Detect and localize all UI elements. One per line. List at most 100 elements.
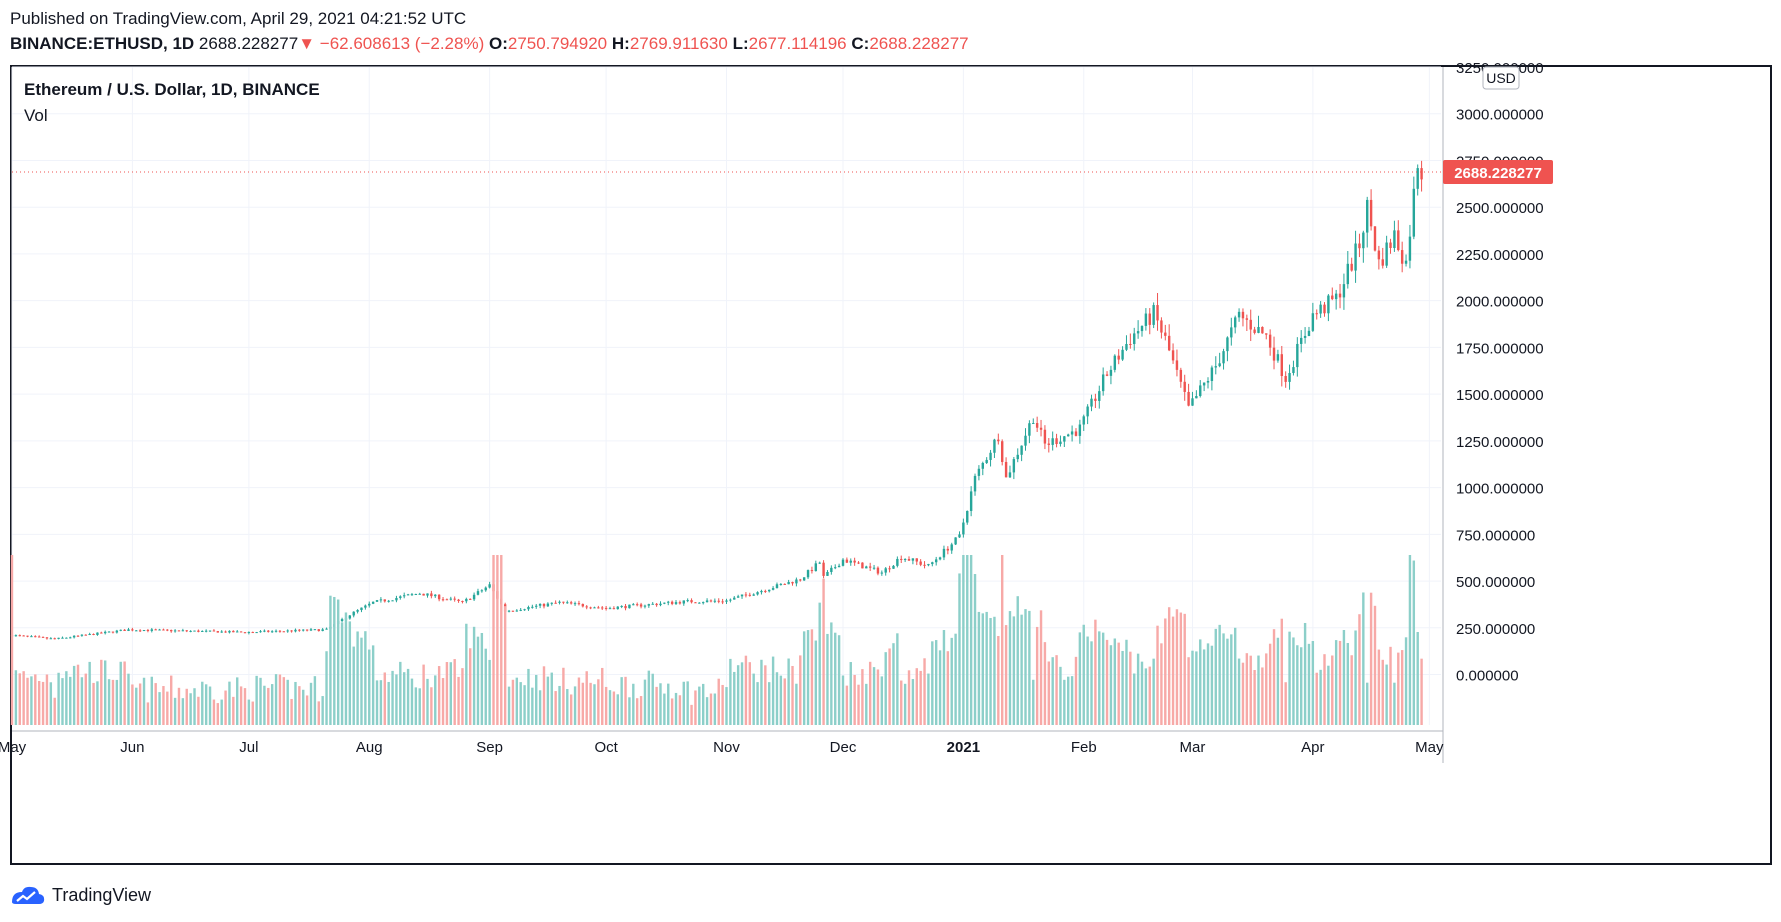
candle-body [802,577,806,581]
volume-bar [969,555,973,725]
volume-bar [469,648,472,725]
volume-bar [799,655,802,725]
candle-body [1300,337,1303,344]
candle-body [958,534,961,538]
candle-body [96,632,99,635]
volume-bar [1032,679,1035,725]
volume-bar [84,673,87,725]
candle-body [1366,199,1369,233]
volume-bar [1152,658,1155,725]
candle-body [1373,226,1377,251]
candle-body [694,602,697,604]
volume-bar [278,674,282,725]
candle-body [360,607,363,611]
volume-bar [228,681,231,725]
volume-bar [379,680,383,725]
tradingview-brand[interactable]: TradingView [10,884,151,906]
volume-bar [344,612,348,725]
candle-body [535,605,538,607]
volume-bar [1098,631,1101,725]
candle-body [69,637,72,639]
volume-bar [1369,592,1373,725]
volume-bar [325,651,328,725]
volume-bar [201,681,204,725]
volume-bar [263,685,266,725]
volume-bar [802,631,806,725]
chart-legend-title: Ethereum / U.S. Dollar, 1D, BINANCE [24,80,320,99]
volume-bar [197,696,200,725]
volume-bar [103,660,107,725]
volume-bar [550,672,553,725]
volume-bar [608,690,612,725]
volume-bar [282,677,286,725]
candle-body [884,568,887,573]
candle-body [14,635,18,637]
volume-bar [624,676,627,725]
candle-body [387,600,390,602]
candle-body [581,604,585,607]
volume-bar [1090,641,1093,725]
volume-bar [946,651,950,725]
candle-body [985,459,988,463]
candle-body [527,607,530,610]
candle-body [158,629,161,631]
volume-bar [748,662,752,725]
volume-bar [391,670,394,725]
volume-bar [546,676,550,725]
volume-bar [1331,655,1334,725]
candle-body [368,603,371,606]
y-tick-label: 1750.000000 [1456,340,1544,357]
candle-body [1055,438,1058,445]
volume-bar [698,686,701,725]
candle-body [830,567,833,572]
candle-body [138,630,142,632]
volume-bar [771,656,775,725]
volume-bar [41,681,45,725]
volume-bar [1311,641,1315,725]
volume-bar [903,683,907,725]
candle-body [135,630,138,632]
candle-body [806,570,810,578]
volume-bar [255,675,258,725]
candle-body [325,628,328,630]
candle-body [26,635,29,637]
candle-body [1063,436,1066,442]
volume-bar [915,668,918,725]
candle-body [787,582,790,585]
volume-bar [1160,643,1163,725]
volume-bar [931,641,934,725]
candle-body [1237,311,1241,318]
candle-body [919,561,922,565]
candle-body [228,630,231,633]
volume-bar [1187,657,1190,725]
candle-body [931,562,934,565]
candle-body [1032,423,1035,425]
volume-bar [1214,628,1217,725]
volume-bar [1199,639,1202,725]
y-tick-label: 1250.000000 [1456,434,1544,451]
candle-body [22,635,25,637]
candle-body [103,631,107,634]
candle-body [204,630,208,632]
candle-body [1074,431,1078,436]
candle-body [399,596,402,599]
volume-bar [1070,676,1074,725]
currency-badge-label: USD [1486,70,1516,86]
volume-bar [154,683,157,725]
candle-body [414,594,418,596]
volume-bar [368,649,371,725]
volume-bar [158,692,161,725]
candle-body [682,600,685,604]
candle-body [1144,313,1148,326]
candle-body [119,629,122,631]
candle-body [1156,305,1159,321]
volume-bar [577,677,581,725]
volume-bar [740,662,744,725]
candle-body [1257,326,1260,333]
volume-bar [865,683,868,725]
volume-bar [1171,616,1175,725]
volume-bar [189,693,192,725]
candle-body [177,630,181,632]
candle-body [814,563,818,572]
